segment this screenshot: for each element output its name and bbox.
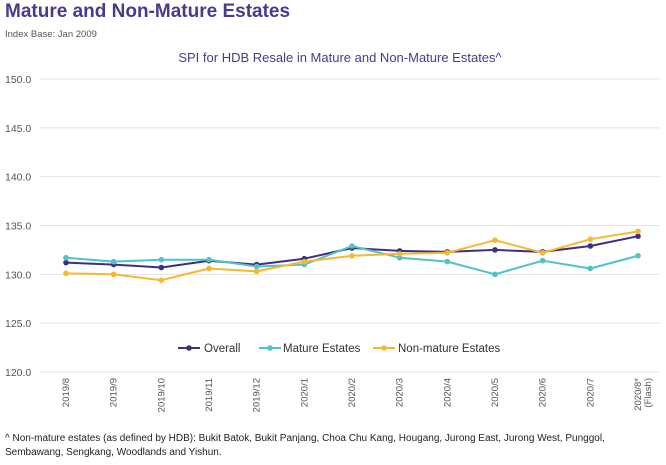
index-base-note: Index Base: Jan 2009 — [5, 29, 97, 40]
y-axis-ticks: 120.0 125.0 130.0 135.0 140.0 145.0 150.0 — [5, 74, 31, 379]
chart-title: SPI for HDB Resale in Mature and Non-Mat… — [178, 50, 502, 65]
y-tick-label: 135.0 — [5, 221, 31, 233]
footnote: ^ Non-mature estates (as defined by HDB)… — [5, 433, 605, 458]
data-point — [158, 264, 165, 271]
x-tick-note: (Flash) — [643, 378, 654, 408]
x-tick-label-group: 2019/12 — [252, 378, 263, 412]
x-tick-label-group: 2019/11 — [204, 378, 215, 412]
data-point — [349, 243, 355, 249]
data-point — [206, 256, 212, 263]
spi-line-chart: SPI for HDB Resale in Mature and Non-Mat… — [5, 50, 660, 413]
data-point — [396, 251, 403, 257]
data-point — [492, 271, 498, 278]
data-point — [253, 268, 260, 275]
x-tick-label: 2019/11 — [204, 378, 215, 412]
data-point — [539, 257, 546, 264]
x-tick-label: 2020/5 — [490, 378, 501, 407]
legend-marker — [186, 345, 192, 351]
x-tick-label-group: 2019/8 — [61, 378, 72, 407]
y-tick-label: 150.0 — [5, 74, 31, 86]
x-tick-label: 2019/10 — [156, 378, 167, 412]
data-point — [396, 254, 403, 261]
x-tick-label: 2019/8 — [61, 378, 72, 407]
x-tick-label-group: 2020/4 — [442, 378, 453, 407]
x-tick-label: 2019/9 — [109, 378, 120, 407]
x-tick-label: 2020/6 — [538, 378, 549, 407]
data-point — [206, 265, 212, 272]
gridlines — [40, 78, 660, 373]
x-tick-label-group: 2020/8* (Flash) — [633, 378, 654, 411]
data-point — [587, 243, 594, 249]
legend: Overall Mature Estates Non-mature Estates — [178, 343, 501, 355]
data-point — [587, 236, 594, 242]
data-point — [492, 237, 498, 243]
data-point — [301, 258, 308, 265]
x-tick-label-group: 2019/9 — [109, 378, 120, 407]
x-tick-label-group: 2020/5 — [490, 378, 501, 407]
data-point — [635, 252, 641, 259]
legend-marker — [267, 345, 273, 351]
x-tick-label-group: 2020/2 — [347, 378, 358, 407]
data-point — [635, 228, 641, 235]
data-point — [63, 259, 69, 266]
legend-marker — [381, 345, 387, 351]
series-non-mature-estates — [63, 228, 641, 283]
data-point — [63, 254, 69, 261]
x-tick-label-group: 2019/10 — [156, 378, 167, 412]
data-point — [63, 270, 69, 277]
x-tick-label: 2020/1 — [299, 378, 310, 407]
x-tick-label-group: 2020/1 — [299, 378, 310, 407]
data-point — [158, 256, 165, 263]
data-point — [492, 247, 498, 253]
x-tick-label-group: 2020/3 — [395, 378, 406, 407]
y-tick-label: 130.0 — [5, 269, 31, 281]
x-tick-label: 2020/4 — [442, 378, 453, 407]
series-overall — [63, 233, 641, 271]
data-point — [635, 233, 641, 240]
data-point — [349, 252, 355, 259]
legend-item: Overall — [178, 343, 240, 355]
y-tick-label: 145.0 — [5, 123, 31, 135]
y-tick-label: 140.0 — [5, 172, 31, 184]
x-tick-label-group: 2020/6 — [538, 378, 549, 407]
data-point — [444, 258, 451, 265]
series-mature-estates — [63, 243, 641, 278]
y-tick-label: 120.0 — [5, 367, 31, 379]
page-title: Mature and Non-Mature Estates — [5, 1, 291, 22]
x-tick-label: 2019/12 — [252, 378, 263, 412]
x-tick-label: 2020/7 — [585, 378, 596, 407]
x-axis-ticks: 2019/8 2019/9 2019/10 2019/11 2019/12 2020/1 2… — [61, 378, 654, 413]
y-tick-label: 125.0 — [5, 318, 31, 330]
legend-item: Mature Estates — [259, 343, 361, 355]
data-point — [587, 265, 594, 272]
data-point — [444, 250, 451, 256]
data-point — [158, 277, 165, 283]
series-layer — [63, 228, 641, 283]
data-point — [539, 250, 546, 256]
data-point — [253, 263, 260, 270]
x-tick-label-group: 2020/7 — [585, 378, 596, 407]
legend-label: Non-mature Estates — [398, 343, 501, 355]
legend-label: Overall — [204, 343, 240, 355]
data-point — [110, 271, 117, 278]
data-point — [110, 258, 117, 265]
legend-label: Mature Estates — [283, 343, 361, 355]
legend-item: Non-mature Estates — [373, 343, 501, 355]
x-tick-label: 2020/3 — [395, 378, 406, 407]
x-tick-label: 2020/8* — [633, 378, 644, 411]
x-tick-label: 2020/2 — [347, 378, 358, 407]
